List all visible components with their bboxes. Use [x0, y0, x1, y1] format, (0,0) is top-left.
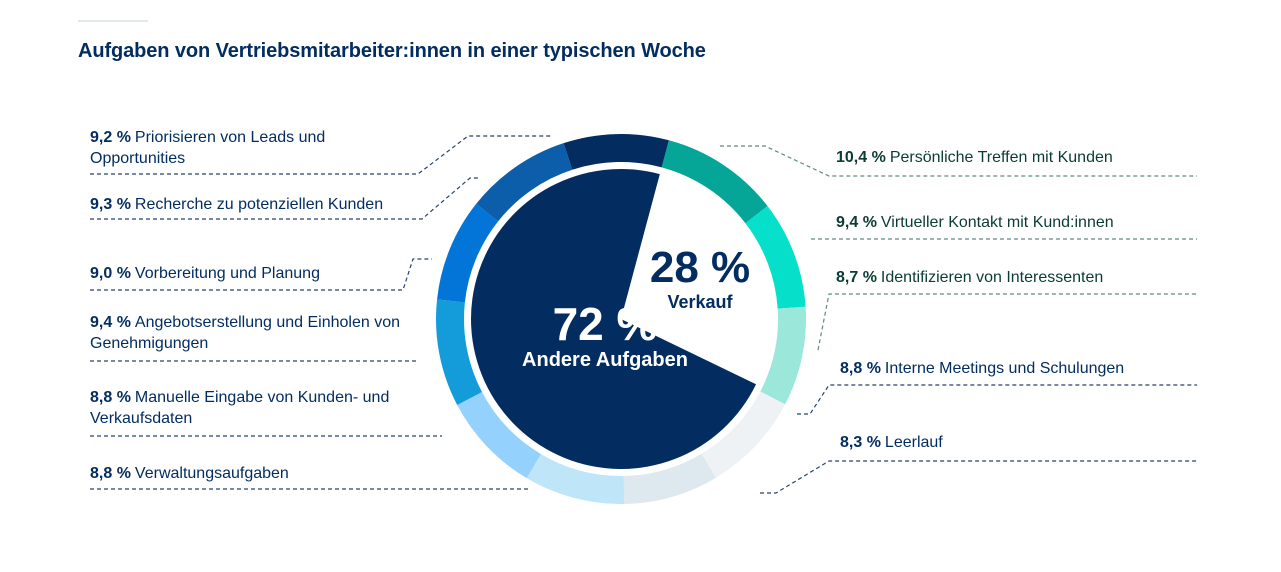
legend-label: 8,8 % Interne Meetings und Schulungen	[840, 360, 1125, 377]
legend-label: 8,8 % Verwaltungsaufgaben	[90, 465, 289, 482]
leader-line	[797, 384, 1197, 415]
leader-line	[817, 293, 1197, 351]
ring-segment-6	[526, 453, 625, 504]
ring-segment-2	[745, 206, 806, 309]
sales-value: 28 %	[649, 243, 751, 292]
ring-segment-3	[760, 306, 806, 405]
ring-segment-11	[563, 134, 669, 170]
sales-name: Verkauf	[667, 292, 733, 312]
other-tasks-value: 72 %	[552, 298, 658, 350]
ring-segment-7	[457, 391, 542, 479]
leader-line	[90, 258, 432, 291]
leader-line	[760, 460, 1197, 494]
ring-segment-10	[476, 143, 573, 222]
legend-label: 8,8 % Manuelle Eingabe von Kunden- und Ve…	[90, 389, 390, 427]
ring-segment-1	[661, 140, 768, 224]
leader-line	[720, 145, 1197, 177]
other-tasks-name: Andere Aufgaben	[522, 349, 688, 371]
legend-label: 9,2 % Priorisieren von Leads und Opportun…	[90, 129, 326, 167]
leader-line	[90, 177, 478, 220]
ring-segment-9	[437, 203, 499, 303]
legend-label: 10,4 % Persönliche Treffen mit Kunden	[836, 149, 1113, 166]
legend-label: 9,4 % Virtueller Kontakt mit Kund:innen	[836, 214, 1114, 231]
ring-segment-5	[623, 453, 716, 504]
ring-segment-8	[436, 299, 483, 406]
top-divider	[78, 20, 148, 22]
ring-segment-4	[701, 391, 786, 478]
legend-label: 9,3 % Recherche zu potenziellen Kunden	[90, 196, 384, 213]
leader-line	[90, 135, 553, 175]
pie-slice-sales	[621, 174, 771, 385]
legend-label: 8,3 % Leerlauf	[840, 434, 943, 451]
chart-title: Aufgaben von Vertriebsmitarbeiter:innen …	[78, 40, 706, 62]
pie-slice-other	[471, 169, 757, 470]
leader-lines	[90, 135, 1197, 494]
legend-label: 9,4 % Angebotserstellung und Einholen von…	[90, 314, 401, 352]
sales-label: 28 % Verkauf	[645, 243, 755, 313]
other-tasks-label: 72 % Andere Aufgaben	[505, 300, 705, 372]
legend-label: 9,0 % Vorbereitung und Planung	[90, 265, 320, 282]
legend-label: 8,7 % Identifizieren von Interessenten	[836, 269, 1104, 286]
